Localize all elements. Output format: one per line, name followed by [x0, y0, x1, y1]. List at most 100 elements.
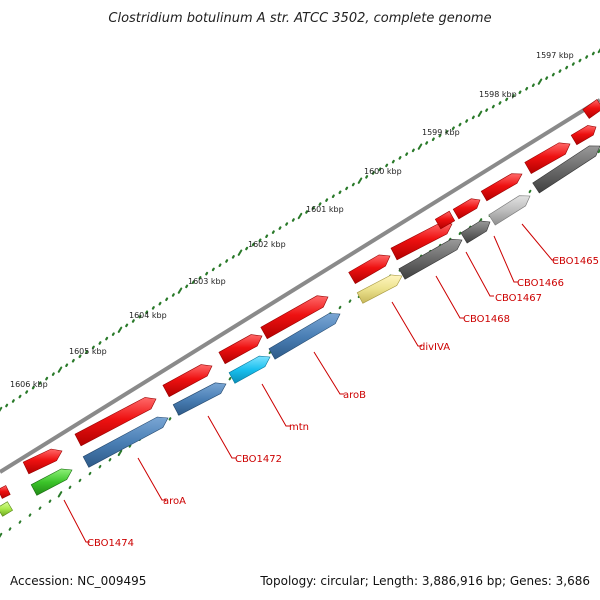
minor-tick — [18, 394, 22, 399]
gene-feature-red — [390, 222, 453, 261]
inner-minor-tick — [28, 513, 32, 517]
inner-minor-tick — [458, 231, 462, 236]
minor-tick — [11, 399, 15, 403]
gene-feature-dark — [398, 238, 463, 280]
gene-label: CBO1465 — [552, 256, 599, 267]
gene-labels: CBO1465 CBO1466 CBO1467 CBO1468 divIVA aroB mt… — [87, 256, 599, 549]
tick-label: 1604 kbp — [129, 311, 167, 320]
minor-tick — [171, 293, 175, 297]
minor-tick — [338, 190, 342, 195]
minor-tick — [505, 97, 509, 102]
label-leader-line — [261, 383, 290, 427]
gene-feature-dark — [460, 220, 491, 244]
major-tick — [537, 78, 543, 85]
genome-backbone — [0, 98, 600, 474]
gene-feature-lime — [0, 501, 14, 517]
minor-tick — [45, 376, 49, 381]
minor-tick — [278, 226, 282, 230]
minor-tick — [111, 332, 115, 336]
minor-tick — [271, 230, 275, 234]
label-leader-line — [465, 251, 494, 297]
minor-tick — [158, 301, 162, 306]
gene-feature-yellow — [356, 274, 403, 304]
major-tick — [477, 110, 483, 117]
gene-feature-red — [162, 364, 213, 398]
minor-tick — [185, 284, 189, 289]
minor-tick — [231, 255, 235, 259]
minor-tick — [438, 133, 442, 138]
minor-tick — [391, 159, 395, 164]
inner-minor-tick — [98, 464, 102, 469]
inner-minor-tick — [338, 305, 342, 310]
minor-tick — [105, 336, 109, 341]
major-tick — [177, 287, 183, 294]
minor-tick — [131, 319, 135, 323]
minor-tick — [491, 104, 495, 109]
gene-feature-red — [570, 125, 597, 146]
tick-label: 1599 kbp — [422, 128, 460, 137]
inner-major-tick — [117, 449, 123, 457]
label-leader-line — [313, 351, 344, 395]
tick-label: 1600 kbp — [364, 167, 402, 176]
minor-tick — [125, 323, 129, 328]
minor-tick — [558, 69, 562, 73]
major-tick — [117, 326, 123, 333]
inner-minor-tick — [108, 458, 112, 462]
minor-tick — [218, 263, 222, 267]
minor-tick — [405, 152, 409, 156]
tick-label: 1601 kbp — [306, 205, 344, 214]
gene-feature-light — [488, 195, 531, 226]
major-tick — [297, 212, 303, 220]
gene-feature-green — [30, 468, 73, 496]
gene-label: aroB — [343, 390, 366, 401]
gene-label: CBO1467 — [495, 293, 542, 304]
gene-feature-red — [524, 142, 571, 175]
minor-tick — [138, 314, 142, 319]
minor-tick — [471, 115, 475, 120]
inner-minor-tick — [68, 485, 72, 490]
label-leader-lines — [63, 223, 558, 543]
gene-label: aroA — [163, 496, 186, 507]
inner-major-tick — [57, 491, 63, 498]
gene-feature-red — [434, 210, 456, 230]
gene-label: mtn — [289, 422, 309, 433]
minor-tick — [585, 55, 589, 59]
tick-label: 1605 kbp — [69, 347, 107, 356]
gene-feature-steel — [268, 313, 341, 360]
gene-features — [0, 99, 600, 517]
label-leader-line — [207, 415, 236, 459]
minor-tick — [578, 58, 582, 63]
minor-tick — [85, 350, 89, 354]
inner-minor-tick — [168, 417, 172, 421]
inner-major-tick — [0, 532, 3, 538]
minor-tick — [445, 130, 449, 134]
minor-tick — [31, 385, 35, 390]
gene-feature-red — [480, 173, 523, 202]
minor-tick — [225, 259, 229, 263]
major-tick — [597, 48, 600, 54]
gene-feature-steel — [82, 416, 169, 468]
inner-minor-tick — [78, 478, 82, 483]
minor-tick — [285, 222, 289, 226]
minor-tick — [365, 175, 369, 179]
minor-tick — [485, 108, 489, 112]
inner-minor-tick — [88, 471, 92, 476]
minor-tick — [451, 126, 455, 131]
minor-tick — [591, 51, 595, 56]
label-leader-line — [493, 235, 518, 283]
minor-tick — [511, 94, 515, 98]
minor-tick — [71, 358, 75, 363]
gene-feature-red — [452, 198, 481, 220]
minor-tick — [205, 271, 209, 276]
gene-feature-red — [22, 448, 63, 475]
label-leader-line — [63, 499, 90, 543]
minor-tick — [425, 141, 429, 145]
major-tick — [0, 406, 3, 412]
minor-tick — [398, 156, 402, 160]
minor-tick — [551, 72, 555, 77]
gene-feature-red — [74, 397, 157, 447]
minor-tick — [198, 276, 202, 280]
minor-tick — [305, 210, 309, 214]
minor-tick — [565, 65, 569, 70]
inner-minor-tick — [528, 189, 532, 194]
